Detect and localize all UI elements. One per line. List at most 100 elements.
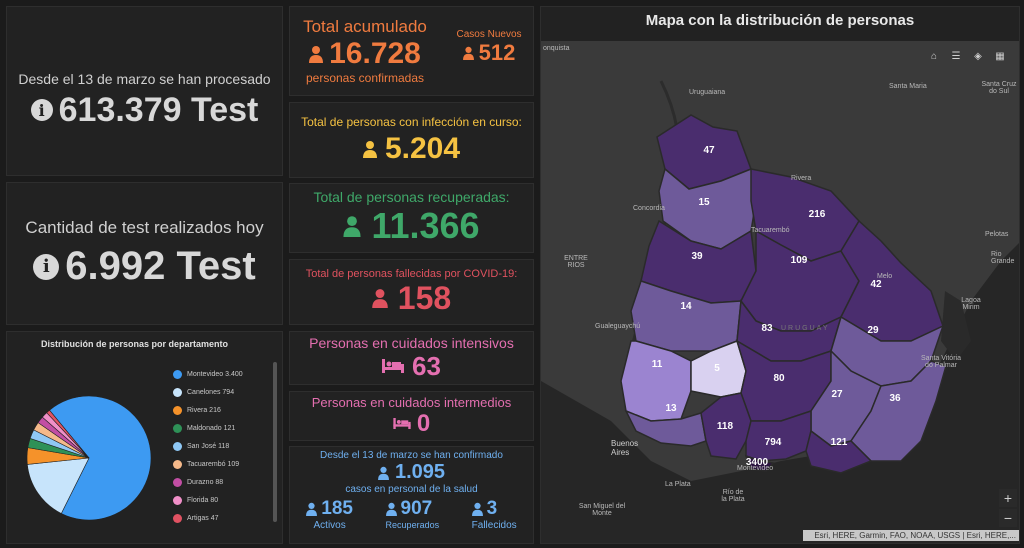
pie-panel: Distribución de personas por departament… — [6, 331, 283, 544]
legend-label: Canelones 794 — [187, 389, 235, 396]
department-count-label: 3400 — [746, 457, 769, 468]
place-santa-vitoria: Santa Vitória do Palmar — [921, 355, 961, 369]
legend-item[interactable]: Florida 80 — [173, 496, 243, 505]
info-icon: i — [30, 99, 53, 121]
legend-swatch — [173, 388, 182, 397]
legend-item[interactable]: Durazno 88 — [173, 478, 243, 487]
total-tests-value: 613.379 Test — [58, 90, 259, 129]
bed-icon — [382, 359, 405, 373]
place-santa-cruz: Santa Cruz do Sul — [981, 81, 1017, 95]
legend-item[interactable]: San José 118 — [173, 442, 243, 451]
department-count-label: 15 — [698, 197, 710, 208]
recuperadas-title: Total de personas recuperadas: — [313, 189, 510, 205]
salud-value-row: 1.095 — [290, 461, 533, 484]
legend-label: Artigas 47 — [187, 515, 219, 522]
department-count-label: 118 — [717, 421, 734, 432]
nuevos-block: Casos Nuevos 512 — [446, 29, 532, 66]
legend-item[interactable]: Canelones 794 — [173, 388, 243, 397]
legend-swatch — [173, 460, 182, 469]
legend-item[interactable]: Maldonado 121 — [173, 424, 243, 433]
acumulado-value-row: 16.728 — [290, 37, 440, 71]
acumulado-panel: Total acumulado 16.728 personas confirma… — [289, 6, 534, 96]
total-tests-value-row: i 613.379 Test — [30, 90, 259, 130]
dept-maldonado — [805, 429, 873, 474]
pie-slice-artigas[interactable] — [46, 409, 90, 459]
department-count-label: 216 — [809, 209, 826, 220]
map-title: Mapa con la distribución de personas — [541, 7, 1019, 41]
map-toolbar: ⌂ ☰ ◈ ▦ — [925, 47, 1013, 69]
department-count-label: 42 — [870, 279, 882, 290]
legend-item[interactable]: Montevideo 3.400 — [173, 370, 243, 379]
legend-button[interactable]: ☰ — [951, 50, 961, 62]
place-santa-maria: Santa Maria — [889, 83, 927, 90]
zoom-out-button[interactable]: − — [999, 509, 1017, 527]
recuperados-label: Recuperados — [385, 520, 440, 530]
salud-caption: Desde el 13 de marzo se han confirmado — [320, 450, 503, 461]
department-count-label: 47 — [703, 145, 715, 156]
legend-label: Maldonado 121 — [187, 425, 236, 432]
place-entre-rios: ENTRE RIOS — [564, 255, 588, 269]
intermedios-panel: Personas en cuidados intermedios 0 — [289, 391, 534, 441]
acumulado-title: Total acumulado — [303, 17, 427, 36]
intensivos-title: Personas en cuidados intensivos — [309, 334, 514, 351]
nuevos-value: 512 — [478, 40, 516, 65]
map-panel: Mapa con la distribución de personas — [540, 6, 1020, 544]
intensivos-value: 63 — [412, 350, 441, 381]
intermedios-value-row: 0 — [393, 410, 430, 438]
place-melo: Melo — [877, 273, 893, 280]
today-tests-panel: Cantidad de test realizados hoy i 6.992 … — [6, 182, 283, 325]
department-count-label: 29 — [867, 325, 879, 336]
department-count-label: 121 — [831, 437, 848, 448]
place-la-plata: La Plata — [665, 481, 691, 488]
salud-panel: Desde el 13 de marzo se han confirmado 1… — [289, 446, 534, 544]
en-curso-panel: Total de personas con infección en curso… — [289, 102, 534, 178]
legend-swatch — [173, 442, 182, 451]
dept-soriano — [620, 340, 692, 422]
legend-item[interactable]: Artigas 47 — [173, 514, 243, 523]
legend-label: Tacuarembó 109 — [187, 461, 240, 468]
map-canvas[interactable]: 47 15 216 39 109 42 14 83 29 11 5 80 13 27 36 118 794 121… — [541, 41, 1020, 544]
legend-scrollbar[interactable] — [273, 362, 277, 522]
pie-slice-canelones[interactable] — [27, 457, 90, 514]
en-curso-title: Total de personas con infección en curso… — [301, 114, 522, 129]
fallecidas-panel: Total de personas fallecidas por COVID-1… — [289, 259, 534, 325]
fallecidas-title: Total de personas fallecidas por COVID-1… — [305, 267, 518, 280]
recuperados-value-row: 907 — [385, 498, 440, 520]
salud-subcaption: casos en personal de la salud — [345, 484, 478, 495]
department-layer[interactable] — [541, 41, 1020, 544]
home-button[interactable]: ⌂ — [930, 50, 938, 62]
pie-slice-montevideo[interactable] — [49, 395, 152, 521]
legend-swatch — [173, 514, 182, 523]
department-count-label: 794 — [765, 437, 782, 448]
legend-swatch — [173, 370, 182, 379]
fallecidos-block: 3 Fallecidos — [472, 498, 517, 531]
zoom-in-button[interactable]: + — [999, 489, 1017, 507]
layers-button[interactable]: ◈ — [974, 50, 982, 62]
legend-label: Montevideo 3.400 — [187, 371, 243, 378]
pie-chart[interactable] — [19, 378, 159, 528]
acumulado-subtitle: personas confirmadas — [305, 71, 425, 85]
intermedios-value: 0 — [416, 409, 431, 437]
person-icon — [372, 289, 388, 308]
legend-item[interactable]: Rivera 216 — [173, 406, 243, 415]
legend-label: Florida 80 — [187, 497, 219, 504]
legend-label: Rivera 216 — [187, 407, 221, 414]
qr-button[interactable]: ▦ — [995, 50, 1005, 62]
nuevos-value-row: 512 — [446, 40, 532, 66]
activos-block: 185 Activos — [306, 498, 353, 531]
place-pelotas: Pelotas — [985, 231, 1009, 238]
place-rio-grande: Rio Grande — [991, 251, 1015, 265]
place-montevideo: Montevideo — [737, 465, 774, 472]
total-tests-caption: Desde el 13 de marzo se han procesado — [18, 70, 271, 87]
department-count-label: 11 — [652, 359, 663, 370]
legend-item[interactable]: Tacuarembó 109 — [173, 460, 243, 469]
intensivos-value-row: 63 — [382, 351, 441, 382]
legend-swatch — [173, 424, 182, 433]
person-icon — [471, 502, 483, 516]
place-tacuarembo: Tacuarembó — [751, 227, 790, 234]
fallecidas-value-row: 158 — [372, 280, 451, 317]
person-icon — [462, 46, 474, 60]
department-labels: 47 15 216 39 109 42 14 83 29 11 5 80 13 27 36 118 794 121… — [652, 145, 901, 468]
place-concordia: Concordia — [633, 205, 665, 212]
place-uruguay: URUGUAY — [781, 325, 830, 332]
